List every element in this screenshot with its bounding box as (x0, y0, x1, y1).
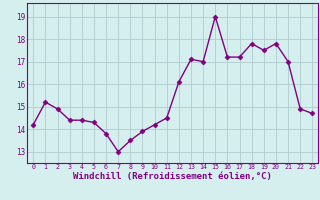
X-axis label: Windchill (Refroidissement éolien,°C): Windchill (Refroidissement éolien,°C) (73, 172, 272, 181)
